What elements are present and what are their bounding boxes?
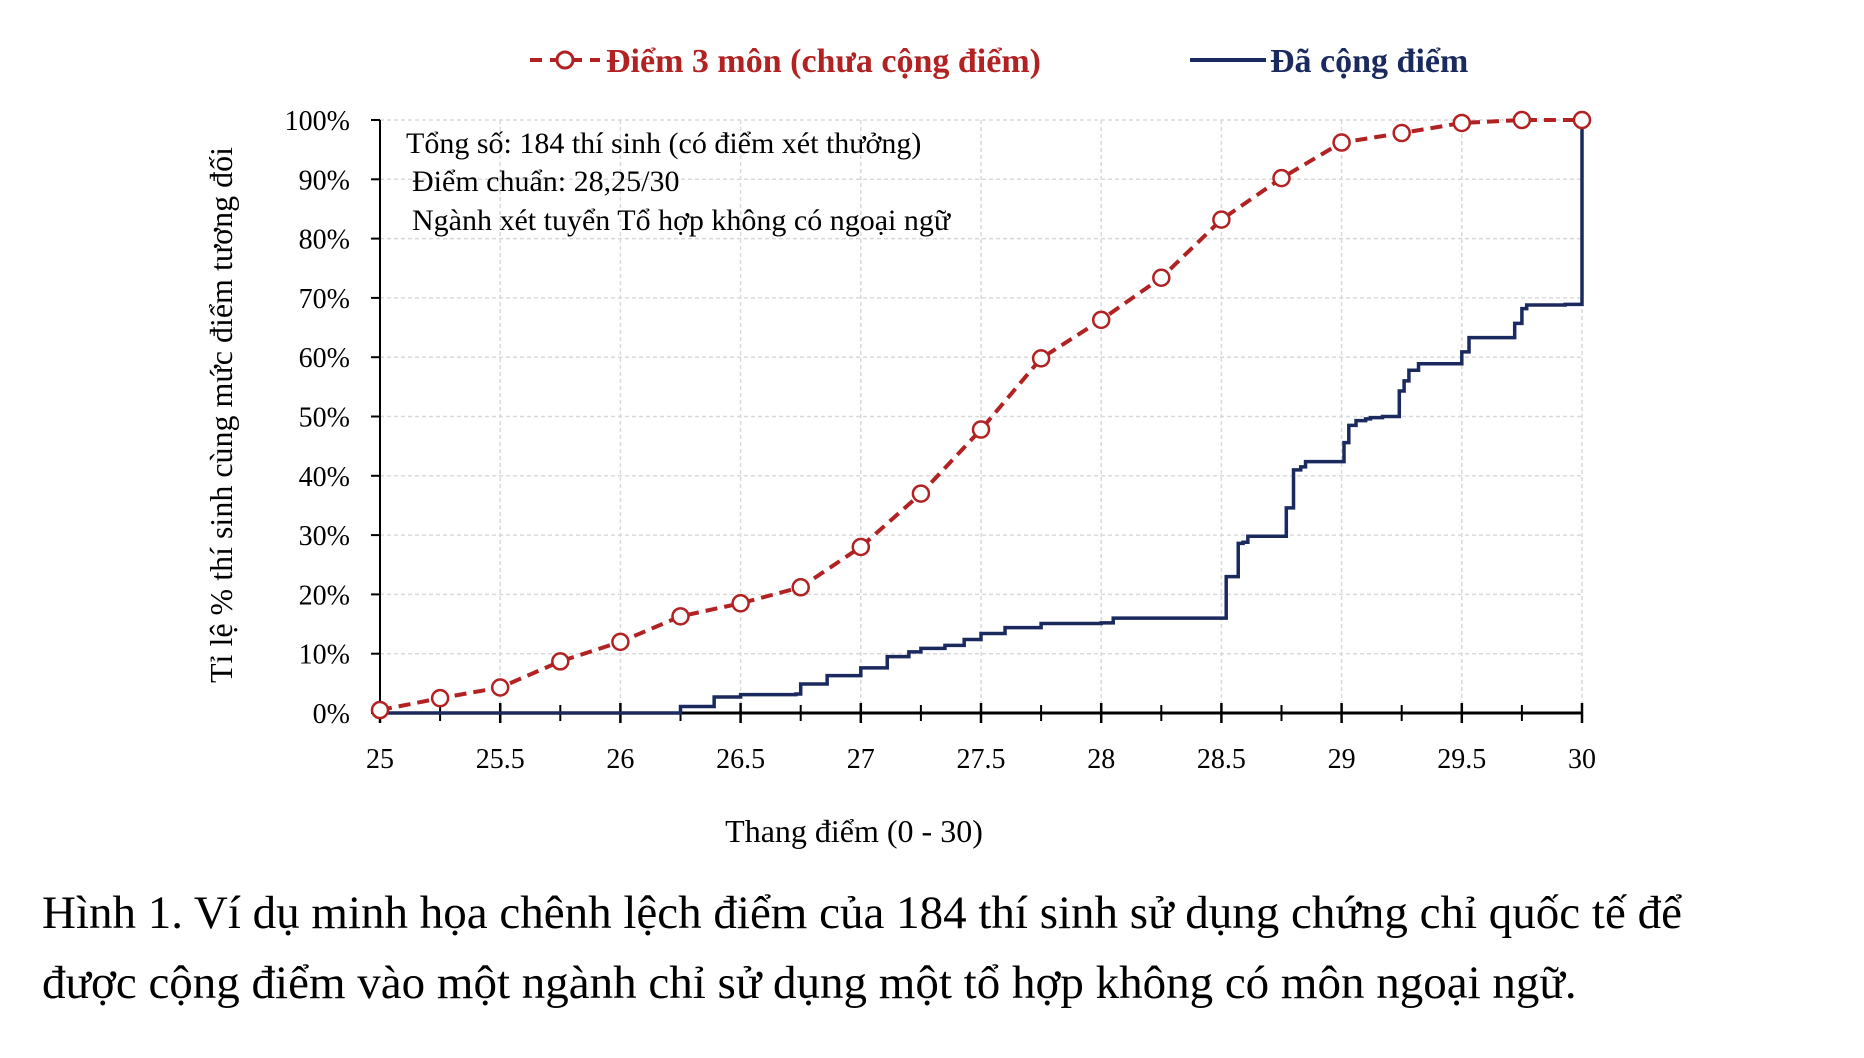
data-point-original: [1452, 113, 1472, 133]
y-tick-labels: 0% 10% 20% 30% 40% 50% 60% 70% 80% 90% 100%: [285, 106, 350, 730]
y-tick-label: 70%: [299, 284, 350, 315]
data-point-original: [1392, 123, 1411, 143]
annotation-total: Tổng số: 184 thí sinh (có điểm xét thưởn…: [406, 127, 921, 160]
annotation-box: Tổng số: 184 thí sinh (có điểm xét thưởn…: [406, 127, 952, 237]
annotation-cutoff: Điểm chuẩn: 28,25/30: [412, 165, 679, 198]
data-point-original: [1152, 268, 1171, 287]
y-tick-label: 30%: [299, 521, 350, 552]
x-axis-title: Thang điểm (0 - 30): [725, 813, 983, 849]
x-tick-label: 29.5: [1437, 744, 1486, 775]
series-line-original: [379, 118, 1582, 712]
legend-label-bonus: Đã cộng điểm: [1270, 43, 1468, 80]
figure-caption: Hình 1. Ví dụ minh họa chênh lệch điểm c…: [42, 878, 1842, 1018]
legend-label-original: Điểm 3 môn (chưa cộng điểm): [606, 43, 1041, 80]
y-tick-label: 20%: [299, 580, 350, 611]
legend-entry-original: Điểm 3 môn (chưa cộng điểm): [530, 43, 1041, 80]
data-point-original: [1031, 349, 1051, 368]
data-point-original: [551, 652, 570, 671]
x-tick-label: 27.5: [957, 744, 1006, 775]
x-tick-label: 26.5: [716, 744, 765, 775]
y-tick-label: 40%: [299, 462, 350, 493]
x-tick-label: 26: [606, 744, 634, 775]
data-point-original: [791, 578, 810, 597]
data-point-original: [911, 484, 931, 503]
legend: Điểm 3 môn (chưa cộng điểm) Đã cộng điểm: [530, 43, 1468, 80]
annotation-major: Ngành xét tuyển Tổ hợp không có ngoại ng…: [412, 204, 952, 237]
grid-lines: [380, 119, 1583, 713]
x-tick-label: 25: [366, 744, 394, 775]
data-point-original: [370, 700, 390, 720]
legend-marker-original: [555, 50, 575, 70]
x-tick-labels: 25 25.5 26 26.5 27 27.5 28 28.5 29 29.5 30: [366, 744, 1596, 775]
y-tick-label: 80%: [299, 225, 350, 256]
caption-line-1: Hình 1. Ví dụ minh họa chênh lệch điểm c…: [42, 887, 1682, 939]
data-point-original: [851, 537, 871, 557]
data-point-original: [1512, 110, 1532, 130]
data-point-original: [731, 594, 750, 613]
y-axis-title: Tỉ lệ % thí sinh cùng mức điểm tương đối: [203, 147, 239, 683]
y-tick-label: 60%: [299, 343, 350, 374]
series-line-bonus: [380, 120, 1584, 715]
y-tick-label: 10%: [299, 640, 350, 671]
caption-line-2: được cộng điểm vào một ngành chỉ sử dụng…: [42, 957, 1577, 1009]
x-tick-label: 28: [1087, 744, 1115, 775]
series-original: [370, 110, 1592, 720]
x-tick-label: 27: [847, 744, 875, 775]
y-tick-label: 0%: [313, 699, 350, 730]
chart-area: Điểm 3 môn (chưa cộng điểm) Đã cộng điểm…: [203, 43, 1596, 849]
data-point-original: [1332, 133, 1351, 152]
data-point-original: [971, 420, 991, 439]
y-tick-label: 90%: [299, 165, 350, 196]
x-tick-label: 30: [1568, 744, 1596, 775]
x-tick-label: 25.5: [476, 744, 525, 775]
x-tick-label: 29: [1328, 744, 1356, 775]
data-point-original: [1572, 110, 1592, 130]
data-point-original: [671, 607, 690, 626]
data-point-original: [1091, 310, 1111, 330]
x-tick-label: 28.5: [1197, 744, 1246, 775]
data-point-original: [430, 688, 450, 708]
data-point-original: [1272, 168, 1291, 188]
legend-entry-bonus: Đã cộng điểm: [1190, 43, 1468, 80]
data-point-original: [611, 632, 630, 652]
series-bonus: [380, 120, 1584, 715]
y-tick-label: 100%: [285, 106, 350, 137]
data-point-original: [490, 678, 510, 697]
y-tick-label: 50%: [299, 403, 350, 434]
data-point-original: [1212, 210, 1231, 229]
